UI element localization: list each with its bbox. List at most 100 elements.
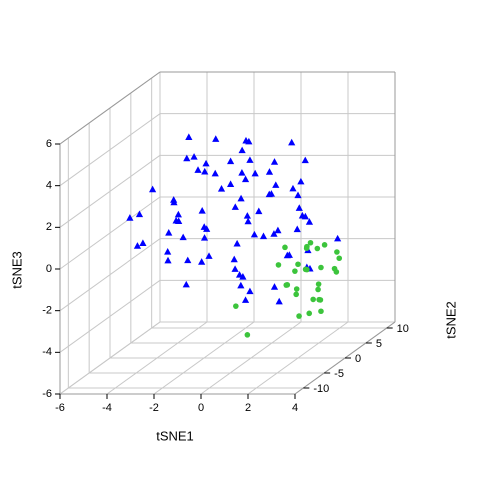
point bbox=[310, 296, 316, 303]
grid-line bbox=[59, 279, 161, 353]
point bbox=[182, 280, 190, 288]
point bbox=[133, 242, 142, 249]
point bbox=[296, 313, 302, 319]
point bbox=[175, 217, 183, 225]
point bbox=[265, 168, 274, 175]
point bbox=[334, 249, 340, 255]
point bbox=[198, 207, 206, 214]
box-edge bbox=[59, 71, 161, 145]
z-tick-label: -6 bbox=[42, 388, 52, 400]
point bbox=[333, 269, 340, 275]
point bbox=[242, 136, 250, 144]
point bbox=[289, 184, 297, 192]
point bbox=[295, 261, 301, 268]
y-tick-label: -5 bbox=[334, 368, 344, 380]
point bbox=[283, 282, 290, 288]
point bbox=[307, 239, 314, 246]
x-tick-label: 0 bbox=[198, 402, 204, 414]
x-tick-label: 2 bbox=[245, 402, 251, 414]
point bbox=[295, 204, 303, 211]
x-axis-label: tSNE1 bbox=[156, 428, 194, 443]
grid-line bbox=[59, 154, 161, 228]
point bbox=[251, 169, 259, 177]
z-tick-label: 0 bbox=[46, 263, 52, 275]
z-axis-label: tSNE3 bbox=[9, 251, 24, 289]
point bbox=[135, 210, 144, 218]
point bbox=[246, 156, 254, 163]
point bbox=[270, 283, 279, 290]
point bbox=[126, 214, 134, 221]
point bbox=[190, 153, 198, 160]
point bbox=[241, 175, 250, 183]
point bbox=[241, 296, 250, 303]
point bbox=[202, 159, 210, 167]
point bbox=[259, 232, 268, 240]
point bbox=[288, 138, 296, 146]
point bbox=[231, 265, 239, 272]
point bbox=[293, 225, 301, 233]
point bbox=[198, 258, 206, 265]
point bbox=[243, 212, 251, 219]
point bbox=[305, 218, 314, 225]
point bbox=[227, 180, 235, 188]
z-tick-label: 6 bbox=[46, 138, 52, 150]
point bbox=[164, 248, 172, 255]
z-tick-label: 4 bbox=[46, 180, 52, 192]
grid-line bbox=[59, 113, 161, 187]
point bbox=[292, 268, 298, 274]
x-tick-label: -6 bbox=[55, 402, 65, 414]
z-tick-label: -4 bbox=[42, 346, 52, 358]
point bbox=[318, 264, 324, 271]
y-tick-label: 10 bbox=[397, 323, 409, 335]
point bbox=[170, 198, 178, 206]
point bbox=[285, 251, 293, 258]
point bbox=[203, 225, 211, 232]
point bbox=[244, 332, 251, 338]
point bbox=[317, 297, 324, 303]
point bbox=[314, 245, 321, 252]
point bbox=[211, 169, 219, 177]
point bbox=[318, 308, 324, 315]
point bbox=[238, 146, 246, 154]
point bbox=[230, 255, 238, 263]
y-tick-label: 0 bbox=[355, 353, 361, 365]
point bbox=[233, 239, 241, 247]
point bbox=[205, 252, 213, 259]
point bbox=[244, 217, 252, 225]
point bbox=[274, 226, 282, 234]
point bbox=[165, 229, 173, 236]
point bbox=[265, 190, 273, 198]
y-axis-label: tSNE2 bbox=[443, 301, 458, 339]
point bbox=[282, 244, 288, 251]
point bbox=[201, 167, 209, 175]
point bbox=[301, 156, 309, 164]
point bbox=[184, 256, 192, 264]
point bbox=[194, 166, 202, 173]
point bbox=[237, 281, 245, 289]
point bbox=[336, 255, 343, 262]
point bbox=[174, 210, 182, 218]
point bbox=[238, 169, 246, 176]
point bbox=[297, 177, 305, 185]
point bbox=[212, 135, 220, 142]
grid-line bbox=[59, 321, 161, 395]
point bbox=[255, 207, 263, 215]
point bbox=[164, 256, 172, 264]
point bbox=[303, 245, 310, 252]
z-tick-label: 2 bbox=[46, 221, 52, 233]
grid-line bbox=[59, 238, 161, 312]
point bbox=[275, 262, 282, 268]
point bbox=[275, 297, 283, 305]
point bbox=[231, 203, 239, 210]
y-tick-label: -10 bbox=[313, 383, 329, 395]
grid-line bbox=[59, 196, 161, 270]
point bbox=[270, 230, 278, 237]
point bbox=[185, 133, 193, 141]
point bbox=[239, 273, 247, 280]
y-tick-label: 5 bbox=[376, 338, 382, 350]
point bbox=[227, 157, 235, 165]
point bbox=[293, 286, 300, 292]
point bbox=[302, 266, 309, 273]
point bbox=[315, 281, 322, 287]
